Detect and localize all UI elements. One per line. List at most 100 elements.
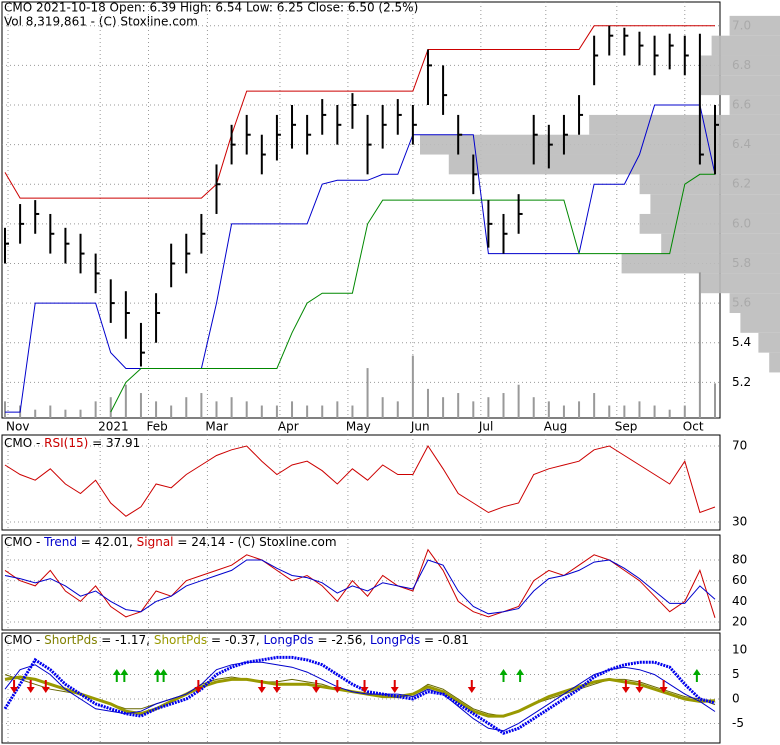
title-part: = -2.56, [314, 633, 370, 647]
volume-profile-bar [729, 293, 780, 314]
volume-bar [714, 383, 716, 418]
volume-profile-bar [700, 75, 780, 96]
series-line [5, 104, 716, 413]
x-tick-label: Feb [147, 420, 168, 434]
y-tick-label: 10 [732, 643, 747, 657]
down-arrow [257, 680, 266, 693]
title-part: CMO - [4, 633, 44, 647]
title-part: = -0.81 [420, 633, 469, 647]
header: CMO 2021-10-18 Open: 6.39 High: 6.54 Low… [4, 1, 418, 15]
panel-frame [1, 632, 721, 744]
series-line [110, 173, 715, 413]
series-line [4, 675, 716, 718]
panel-title: CMO - ShortPds = -1.17, ShortPds = -0.37… [4, 633, 469, 647]
y-tick-label: 5 [732, 667, 740, 681]
y-tick-label: 40 [732, 594, 747, 608]
volume-bar [230, 397, 233, 418]
down-arrow [621, 680, 630, 693]
volume-bar [457, 393, 460, 418]
volume-bar [411, 355, 414, 418]
volume-bar [502, 393, 505, 418]
volume-bar [532, 397, 535, 418]
volume-bar [109, 397, 112, 418]
title-part: = 24.14 - (C) Stoxline.com [174, 535, 337, 549]
title-part: LongPds [264, 633, 314, 647]
title-part: ShortPds [44, 633, 97, 647]
x-tick-label: May [346, 420, 371, 434]
volume-bar [653, 405, 656, 418]
volume-profile-bar [758, 332, 780, 353]
volume-bar [608, 405, 611, 418]
panel-title: CMO - RSI(15) = 37.91 [4, 436, 140, 450]
x-tick-label: Mar [205, 420, 228, 434]
volume-bar [34, 409, 37, 418]
up-arrow [112, 669, 121, 682]
up-arrow [499, 669, 508, 682]
volume-bar [170, 405, 173, 418]
title-part: = -1.17, [97, 633, 153, 647]
volume-profile-bar [661, 233, 780, 254]
panel-title: CMO - Trend = 42.01, Signal = 24.14 - (C… [4, 535, 337, 549]
volume-profile-bar [769, 352, 780, 373]
volume-bar [396, 401, 399, 418]
title-part: = -0.37, [207, 633, 263, 647]
down-arrow [26, 680, 35, 693]
x-tick-label: Jun [410, 420, 430, 434]
volume-bar [638, 401, 641, 418]
volume-bar [260, 405, 263, 418]
x-tick-label: Nov [6, 420, 29, 434]
volume-bar [275, 405, 278, 418]
y-tick-label: 70 [732, 439, 747, 453]
volume-profile-bar [639, 174, 780, 195]
volume-bar [155, 401, 158, 418]
series-line [4, 661, 716, 732]
volume-bar [381, 397, 384, 418]
down-arrow [194, 680, 203, 693]
volume-bar [547, 401, 550, 418]
volume-profile-bar [711, 35, 780, 56]
volume-bar [94, 401, 97, 418]
volume-bar [698, 272, 701, 418]
down-arrow [360, 680, 369, 693]
y-tick-label: -5 [732, 716, 744, 730]
title-part: = 37.91 [88, 436, 140, 450]
volume-bar [623, 405, 626, 418]
down-arrow [10, 680, 19, 693]
volume-profile-bar [700, 55, 780, 76]
volume-bar [215, 401, 218, 418]
volume-bar [366, 368, 369, 418]
volume-profile-bar [729, 95, 780, 115]
volume-profile-bar [740, 313, 780, 333]
title-part: = 42.01, [77, 535, 137, 549]
volume-profile-bar [700, 273, 780, 294]
volume-profile-bar [420, 134, 780, 155]
volume-profile-bar [448, 154, 780, 175]
volume-bar [442, 397, 445, 418]
x-tick-label: Jul [478, 420, 493, 434]
volume-bar [668, 409, 671, 418]
title-part: RSI(15) [44, 436, 88, 450]
volume-profile-bar [729, 15, 780, 36]
title-part: LongPds [370, 633, 420, 647]
volume-bar [200, 393, 203, 418]
volume-bar [578, 401, 581, 418]
volume-bar [139, 393, 142, 418]
down-arrow [390, 680, 399, 693]
down-arrow [41, 680, 50, 693]
series-line [3, 655, 716, 735]
y-tick-label: 5.4 [732, 335, 751, 349]
volume-profile-bar [650, 194, 780, 214]
x-tick-label: Oct [683, 420, 704, 434]
up-arrow [516, 669, 525, 682]
y-tick-label: 5.2 [732, 375, 751, 389]
volume-bar [185, 397, 188, 418]
panel-frame [1, 534, 721, 631]
y-tick-label: 30 [732, 515, 747, 529]
volume-bar [49, 405, 52, 418]
up-arrow [692, 669, 701, 682]
volume-bar [79, 409, 82, 418]
x-tick-label: Apr [278, 420, 299, 434]
volume-bar [426, 388, 429, 418]
volume-bar [593, 393, 596, 418]
